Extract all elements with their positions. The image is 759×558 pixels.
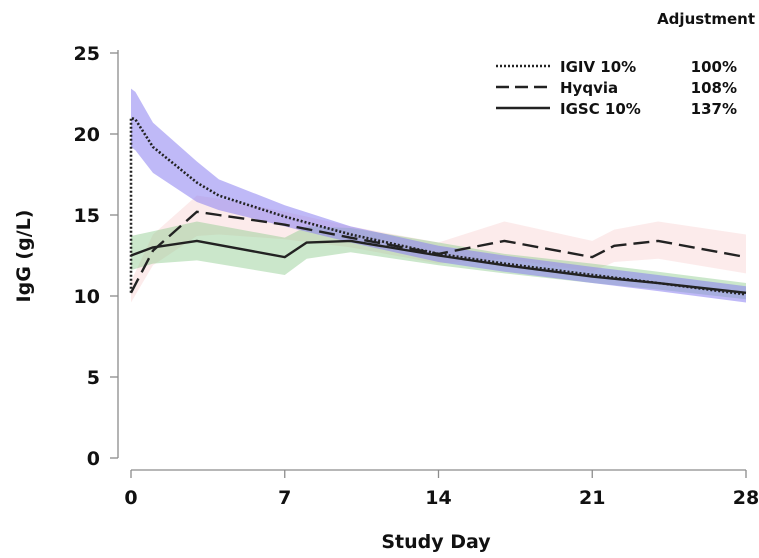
series-line <box>130 239 747 294</box>
y-tick-label: 25 <box>74 43 100 65</box>
legend-title: Adjustment <box>657 10 755 28</box>
legend-adjustment: 137% <box>691 100 737 118</box>
legend-adjustment: 100% <box>691 58 737 76</box>
x-axis-title: Study Day <box>381 531 491 553</box>
y-axis-ticks: 0 5 10 15 20 25 <box>74 43 118 470</box>
confidence-band <box>131 88 746 303</box>
y-tick-label: 5 <box>87 367 100 389</box>
y-tick-label: 0 <box>87 448 100 470</box>
x-tick-label: 28 <box>733 487 759 509</box>
legend-label: IGIV 10% <box>560 58 636 76</box>
y-tick-label: 15 <box>74 205 100 227</box>
y-axis-title: IgG (g/L) <box>13 210 35 303</box>
y-tick-label: 20 <box>74 124 100 146</box>
series-line <box>129 116 747 296</box>
x-tick-label: 21 <box>579 487 605 509</box>
x-tick-label: 14 <box>425 487 451 509</box>
legend: Adjustment IGIV 10% 100% Hyqvia 108% IGSC 10… <box>496 10 755 118</box>
series-line <box>129 210 747 294</box>
legend-items: IGIV 10% 100% Hyqvia 108% IGSC 10% 137% <box>496 58 737 118</box>
confidence-bands <box>131 88 746 303</box>
series-lines <box>129 116 747 296</box>
x-tick-label: 7 <box>278 487 291 509</box>
x-tick-label: 0 <box>124 487 137 509</box>
y-tick-label: 10 <box>74 286 100 308</box>
x-axis-ticks: 0 7 14 21 28 <box>124 470 759 509</box>
legend-adjustment: 108% <box>691 79 737 97</box>
legend-label: IGSC 10% <box>560 100 641 118</box>
legend-label: Hyqvia <box>560 79 618 97</box>
